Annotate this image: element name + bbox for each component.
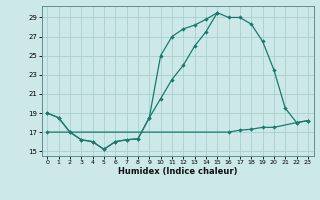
X-axis label: Humidex (Indice chaleur): Humidex (Indice chaleur) — [118, 167, 237, 176]
